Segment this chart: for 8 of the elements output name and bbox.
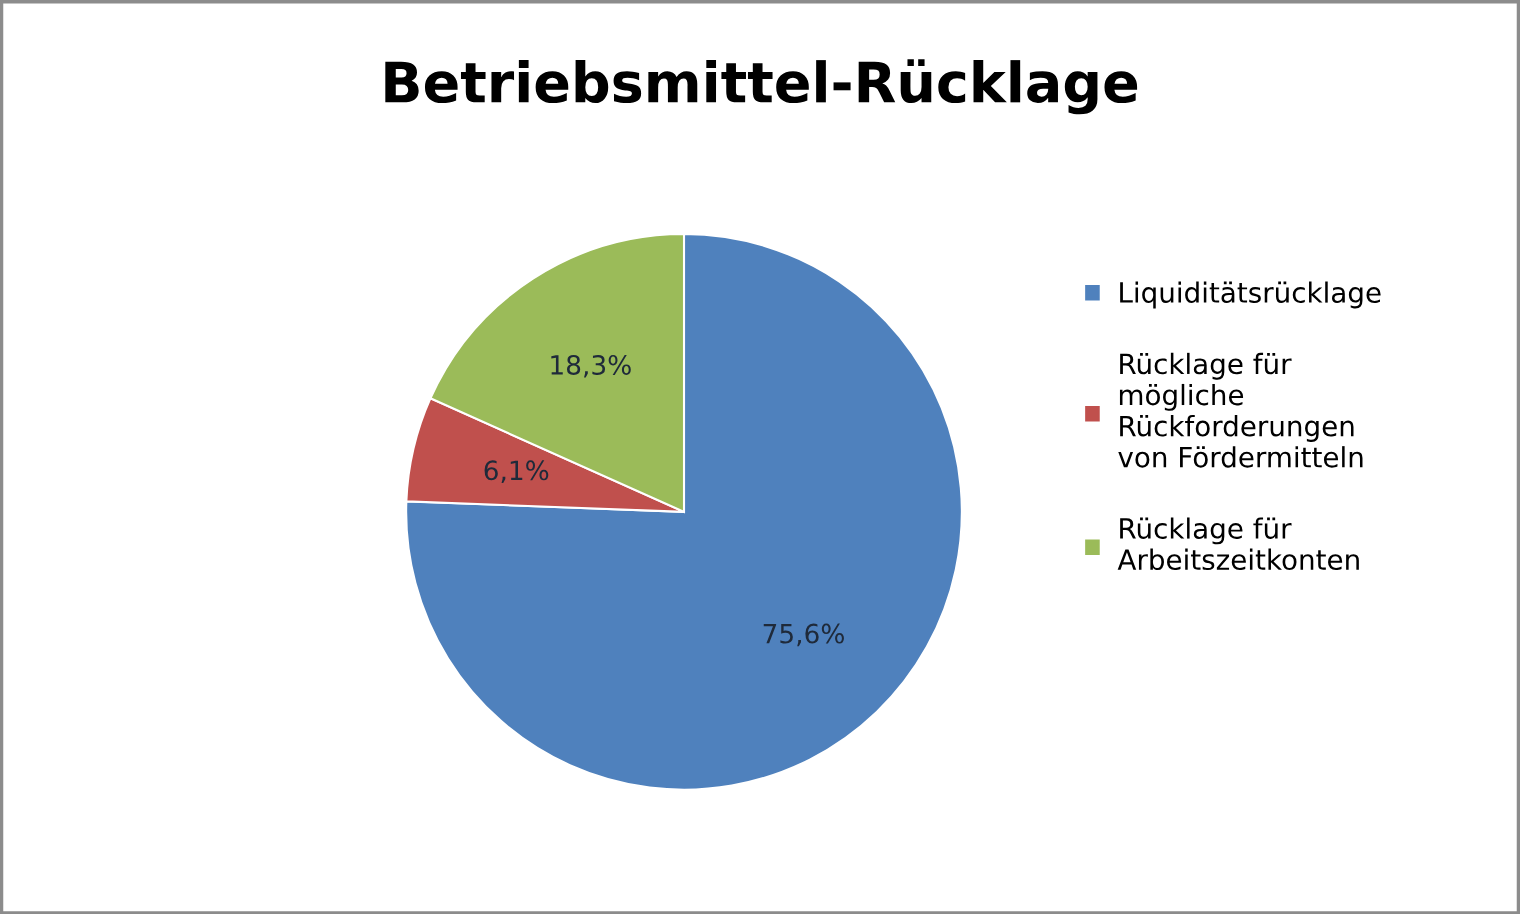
data-label: 6,1% [484,460,549,484]
pie-slice [405,232,963,791]
legend-label: Rücklage für mögliche Rückforderungen von Fördermitteln [1118,352,1363,468]
data-label: 75,6% [763,623,844,647]
data-label: 18,3% [551,354,631,378]
chart-title: Betriebsmittel-Rücklage [385,59,1138,115]
legend-label: Rücklage für Arbeitszeitkonten [1117,517,1359,571]
legend-label: Liquiditätsrücklage [1120,281,1381,309]
